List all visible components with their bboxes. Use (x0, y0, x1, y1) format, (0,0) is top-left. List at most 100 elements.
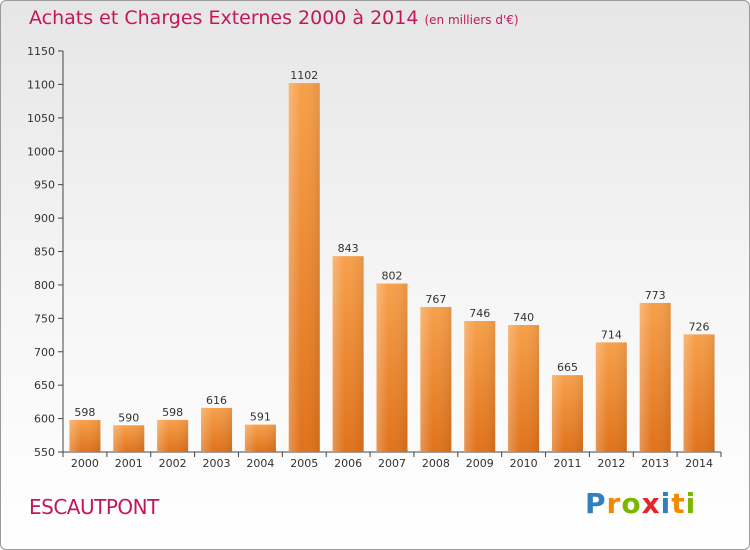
commune-name: ESCAUTPONT (29, 495, 159, 519)
y-tick-label: 550 (34, 446, 55, 459)
bar-shade (288, 83, 320, 452)
y-tick: 950 (34, 179, 63, 192)
bar-value-label: 591 (250, 411, 271, 424)
y-tick: 750 (34, 312, 63, 325)
bar-shade (464, 321, 496, 452)
bar-shade (595, 342, 627, 452)
y-tick: 900 (34, 212, 63, 225)
x-tick-label: 2008 (422, 457, 450, 470)
bar-value-label: 598 (74, 406, 95, 419)
y-tick: 1050 (27, 112, 63, 125)
y-tick: 1000 (27, 145, 63, 158)
y-tick-label: 850 (34, 246, 55, 259)
x-tick-label: 2003 (203, 457, 231, 470)
bar-shade (551, 375, 583, 452)
y-tick-label: 650 (34, 379, 55, 392)
y-tick-label: 750 (34, 312, 55, 325)
bar-value-label: 726 (689, 320, 710, 333)
bar-shade (244, 424, 276, 452)
x-tick: 2006 (325, 452, 362, 470)
x-tick-label: 2005 (290, 457, 318, 470)
logo-letter: P (585, 487, 607, 520)
bar-value-label: 843 (338, 242, 359, 255)
y-tick-label: 600 (34, 413, 55, 426)
bar-shade (332, 256, 364, 452)
x-tick: 2012 (588, 452, 625, 470)
y-tick: 700 (34, 346, 63, 359)
chart-title: Achats et Charges Externes 2000 à 2014 (e… (29, 7, 519, 29)
y-tick-label: 1150 (27, 45, 55, 58)
x-tick: 2014 (676, 452, 713, 470)
bar-value-label: 665 (557, 361, 578, 374)
x-tick-label: 2011 (553, 457, 581, 470)
bar-value-label: 746 (469, 307, 490, 320)
y-tick: 850 (34, 246, 63, 259)
x-tick: 2004 (237, 452, 274, 470)
x-tick-label: 2013 (641, 457, 669, 470)
y-tick: 800 (34, 279, 63, 292)
proxiti-logo: Proxiti (585, 487, 696, 520)
bar-value-label: 740 (513, 311, 534, 324)
x-tick: 2000 (62, 452, 99, 470)
chart-subtitle: (en milliers d'€) (424, 13, 519, 27)
bar-shade (201, 407, 233, 452)
chart-title-text: Achats et Charges Externes 2000 à 2014 (29, 7, 419, 29)
y-tick-label: 1000 (27, 145, 55, 158)
x-tick: 2001 (106, 452, 143, 470)
bar-shade (639, 302, 671, 452)
bar-shade (508, 325, 540, 452)
bar-value-label: 590 (118, 411, 139, 424)
y-tick: 650 (34, 379, 63, 392)
y-tick: 1100 (27, 78, 63, 91)
y-tick-label: 900 (34, 212, 55, 225)
bar-value-label: 1102 (290, 69, 318, 82)
x-tick-label: 2007 (378, 457, 406, 470)
x-tick: 2008 (413, 452, 450, 470)
x-tick: 2013 (632, 452, 669, 470)
bar-value-label: 714 (601, 328, 622, 341)
x-tick: 2005 (281, 452, 318, 470)
chart-value-labels: 598 590 598 616 591 1102 843 802 767 746 740 665 714… (74, 69, 709, 424)
bar-shade (376, 283, 408, 452)
bar-shade (69, 419, 101, 452)
y-tick-label: 950 (34, 179, 55, 192)
logo-letter: o (621, 487, 642, 520)
x-tick: 2003 (194, 452, 231, 470)
bar-shade (157, 419, 189, 452)
bar-shade (420, 306, 452, 452)
x-tick-label: 2006 (334, 457, 362, 470)
logo-letter: i (660, 487, 672, 520)
x-tick-label: 2002 (159, 457, 187, 470)
logo-letter: t (671, 487, 686, 520)
x-tick-label: 2012 (597, 457, 625, 470)
x-tick: 2010 (501, 452, 538, 470)
y-tick: 600 (34, 413, 63, 426)
x-tick: 2007 (369, 452, 406, 470)
x-tick: 2011 (545, 452, 581, 470)
y-tick-label: 1100 (27, 78, 55, 91)
x-tick-label: 2010 (510, 457, 538, 470)
logo-letter: x (641, 487, 661, 520)
bar-shade (683, 334, 715, 452)
x-tick-label: 2014 (685, 457, 713, 470)
x-tick: 2009 (457, 452, 494, 470)
y-tick: 1150 (27, 45, 63, 58)
x-tick-label: 2001 (115, 457, 143, 470)
y-tick-label: 800 (34, 279, 55, 292)
x-tick-label: 2000 (71, 457, 99, 470)
bar-value-label: 767 (425, 293, 446, 306)
chart-bars (69, 83, 715, 452)
logo-letter: r (606, 487, 622, 520)
bar-value-label: 802 (382, 270, 403, 283)
x-tick-label: 2009 (466, 457, 494, 470)
y-tick-label: 700 (34, 346, 55, 359)
y-tick-label: 1050 (27, 112, 55, 125)
x-tick-label: 2004 (246, 457, 274, 470)
bar-shade (113, 425, 145, 452)
x-tick: 2002 (150, 452, 187, 470)
bar-value-label: 773 (645, 289, 666, 302)
bar-value-label: 598 (162, 406, 183, 419)
logo-letter: i (685, 487, 697, 520)
